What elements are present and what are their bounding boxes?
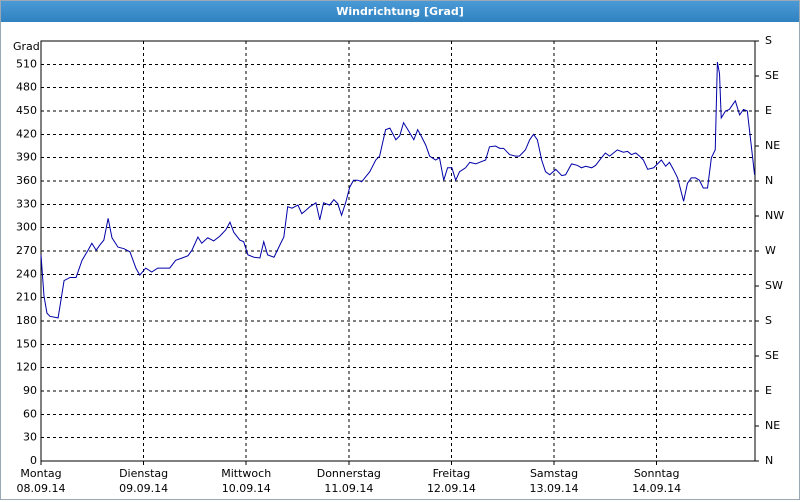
y2-tick-label: NW — [765, 209, 784, 222]
x-tick-label: Freitag — [433, 467, 471, 480]
y-tick-label: 420 — [16, 127, 37, 140]
x-tick-label: 11.09.14 — [324, 482, 373, 495]
chart: Grad 0 30 60 90 120 150 180 210 240 270 300 330 360 3… — [13, 34, 784, 495]
y2-tick-label: S — [765, 34, 772, 47]
y-tick-label: 330 — [16, 197, 37, 210]
y-tick-label: 390 — [16, 151, 37, 164]
x-tick-label: 13.09.14 — [530, 482, 579, 495]
y-tick-label: 90 — [23, 384, 37, 397]
y-tick-label: 450 — [16, 104, 37, 117]
y-tick-label: 270 — [16, 244, 37, 257]
y-tick-label: 300 — [16, 221, 37, 234]
x-tick-label: Mittwoch — [221, 467, 271, 480]
x-tick-label: 14.09.14 — [632, 482, 681, 495]
y-tick-label: 240 — [16, 267, 37, 280]
y2-tick-label: SE — [765, 69, 779, 82]
y2-tick-label: S — [765, 314, 772, 327]
x-tick-label: Sonntag — [634, 467, 680, 480]
y2-tick-label: SE — [765, 349, 779, 362]
y2-tick-label: N — [765, 454, 773, 467]
x-tick-label: 08.09.14 — [17, 482, 66, 495]
y2-tick-label: E — [765, 384, 772, 397]
x-tick-label: Samstag — [530, 467, 578, 480]
y-tick-label: 180 — [16, 314, 37, 327]
y2-tick-label: E — [765, 104, 772, 117]
y-tick-label: 30 — [23, 431, 37, 444]
data-line — [40, 61, 756, 319]
y-axis-label: Grad — [13, 40, 40, 53]
x-tick-label: Donnerstag — [317, 467, 381, 480]
y-tick-label: 480 — [16, 81, 37, 94]
y2-tick-label: N — [765, 174, 773, 187]
y-tick-label: 60 — [23, 407, 37, 420]
y2-tick-label: NE — [765, 419, 780, 432]
x-tick-label: 09.09.14 — [119, 482, 168, 495]
x-tick-label: 10.09.14 — [222, 482, 271, 495]
x-tick-label: Montag — [20, 467, 61, 480]
y2-tick-label: W — [765, 244, 776, 257]
x-tick-label: 12.09.14 — [427, 482, 476, 495]
y-tick-label: 120 — [16, 361, 37, 374]
y-tick-label: 360 — [16, 174, 37, 187]
y-tick-label: 150 — [16, 337, 37, 350]
plot-frame — [40, 40, 756, 462]
y-tick-label: 510 — [16, 57, 37, 70]
y2-tick-label: NE — [765, 139, 780, 152]
y-tick-label: 0 — [30, 454, 37, 467]
y2-tick-label: SW — [765, 279, 783, 292]
title-bar: Windrichtung [Grad] — [1, 1, 799, 22]
y-tick-label: 210 — [16, 291, 37, 304]
x-tick-label: Dienstag — [119, 467, 168, 480]
